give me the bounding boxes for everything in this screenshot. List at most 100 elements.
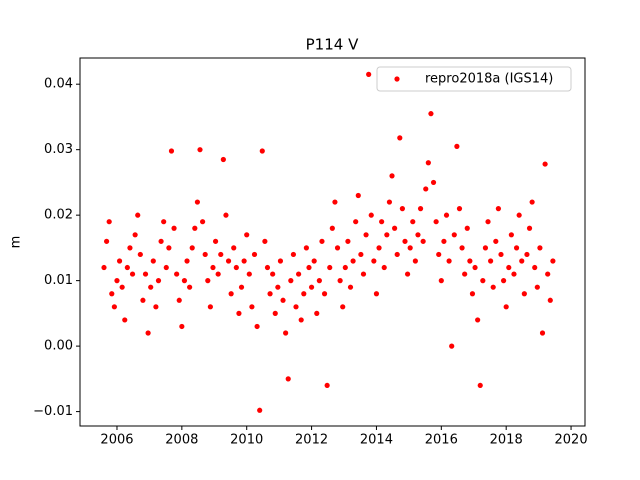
point bbox=[290, 251, 297, 258]
point bbox=[161, 219, 167, 225]
point bbox=[371, 258, 377, 264]
point bbox=[366, 71, 372, 77]
point bbox=[511, 271, 517, 277]
point bbox=[493, 238, 499, 244]
point bbox=[129, 271, 136, 277]
point bbox=[327, 264, 333, 271]
x-tick-label: 2018 bbox=[490, 433, 523, 448]
point bbox=[145, 330, 151, 336]
point bbox=[379, 219, 385, 225]
point bbox=[360, 271, 367, 277]
x-tick-label: 2020 bbox=[555, 433, 588, 448]
point bbox=[345, 238, 351, 244]
point bbox=[168, 148, 175, 154]
point bbox=[425, 160, 431, 166]
point bbox=[443, 212, 450, 218]
point bbox=[150, 258, 156, 264]
point bbox=[402, 238, 408, 244]
point bbox=[251, 251, 258, 258]
point bbox=[368, 212, 374, 218]
y-tick-label: 0.01 bbox=[44, 273, 73, 288]
point bbox=[542, 161, 548, 167]
point bbox=[319, 238, 325, 244]
point bbox=[404, 271, 411, 277]
point bbox=[197, 147, 203, 153]
point bbox=[218, 251, 224, 258]
point bbox=[384, 232, 390, 238]
point bbox=[280, 297, 286, 303]
point bbox=[275, 284, 281, 290]
point bbox=[296, 271, 302, 277]
point bbox=[202, 251, 208, 258]
point bbox=[267, 291, 273, 297]
point bbox=[244, 232, 250, 238]
point bbox=[103, 238, 110, 244]
point bbox=[526, 225, 533, 231]
point bbox=[314, 310, 320, 316]
point bbox=[111, 304, 117, 310]
point bbox=[137, 251, 143, 258]
point bbox=[417, 206, 424, 212]
point bbox=[407, 245, 413, 251]
point bbox=[516, 212, 522, 218]
point bbox=[436, 251, 442, 258]
point bbox=[456, 206, 463, 212]
point bbox=[539, 330, 546, 336]
point bbox=[347, 284, 354, 290]
point bbox=[200, 219, 206, 225]
point bbox=[293, 304, 299, 310]
point bbox=[223, 212, 229, 218]
point bbox=[545, 271, 551, 277]
point bbox=[187, 284, 193, 290]
point bbox=[394, 251, 400, 258]
point bbox=[519, 258, 525, 264]
x-tick-label: 2012 bbox=[295, 433, 328, 448]
point bbox=[119, 284, 125, 290]
point bbox=[329, 225, 335, 231]
point bbox=[298, 317, 304, 323]
point bbox=[480, 278, 486, 284]
point bbox=[311, 258, 317, 264]
point bbox=[467, 258, 473, 264]
point bbox=[238, 284, 245, 290]
point bbox=[363, 232, 369, 238]
point bbox=[181, 278, 188, 284]
point bbox=[231, 245, 237, 251]
point bbox=[155, 278, 162, 284]
point bbox=[233, 264, 239, 271]
point bbox=[462, 271, 468, 277]
point bbox=[472, 264, 478, 271]
point bbox=[376, 245, 382, 251]
y-tick-label: 0.03 bbox=[44, 142, 73, 157]
point bbox=[212, 238, 219, 244]
point bbox=[373, 291, 380, 297]
point bbox=[342, 264, 348, 271]
point bbox=[513, 245, 520, 251]
point bbox=[488, 258, 494, 264]
point bbox=[171, 225, 177, 231]
point bbox=[340, 304, 346, 310]
point bbox=[353, 219, 359, 225]
point bbox=[142, 271, 149, 277]
point bbox=[277, 258, 284, 264]
point bbox=[410, 219, 416, 225]
point bbox=[449, 343, 455, 349]
point bbox=[381, 264, 387, 271]
point bbox=[254, 323, 260, 330]
point bbox=[220, 156, 226, 163]
y-axis-label: m bbox=[9, 236, 24, 249]
point bbox=[428, 111, 434, 117]
point bbox=[355, 192, 361, 199]
point bbox=[264, 264, 271, 271]
point bbox=[547, 297, 553, 303]
point bbox=[454, 143, 460, 149]
y-tick-label: −0.01 bbox=[33, 404, 73, 419]
point bbox=[241, 258, 247, 264]
point bbox=[532, 264, 538, 271]
point bbox=[430, 179, 437, 186]
legend-box bbox=[376, 66, 572, 92]
point bbox=[508, 232, 514, 238]
legend-marker bbox=[394, 76, 400, 82]
point bbox=[101, 264, 107, 271]
